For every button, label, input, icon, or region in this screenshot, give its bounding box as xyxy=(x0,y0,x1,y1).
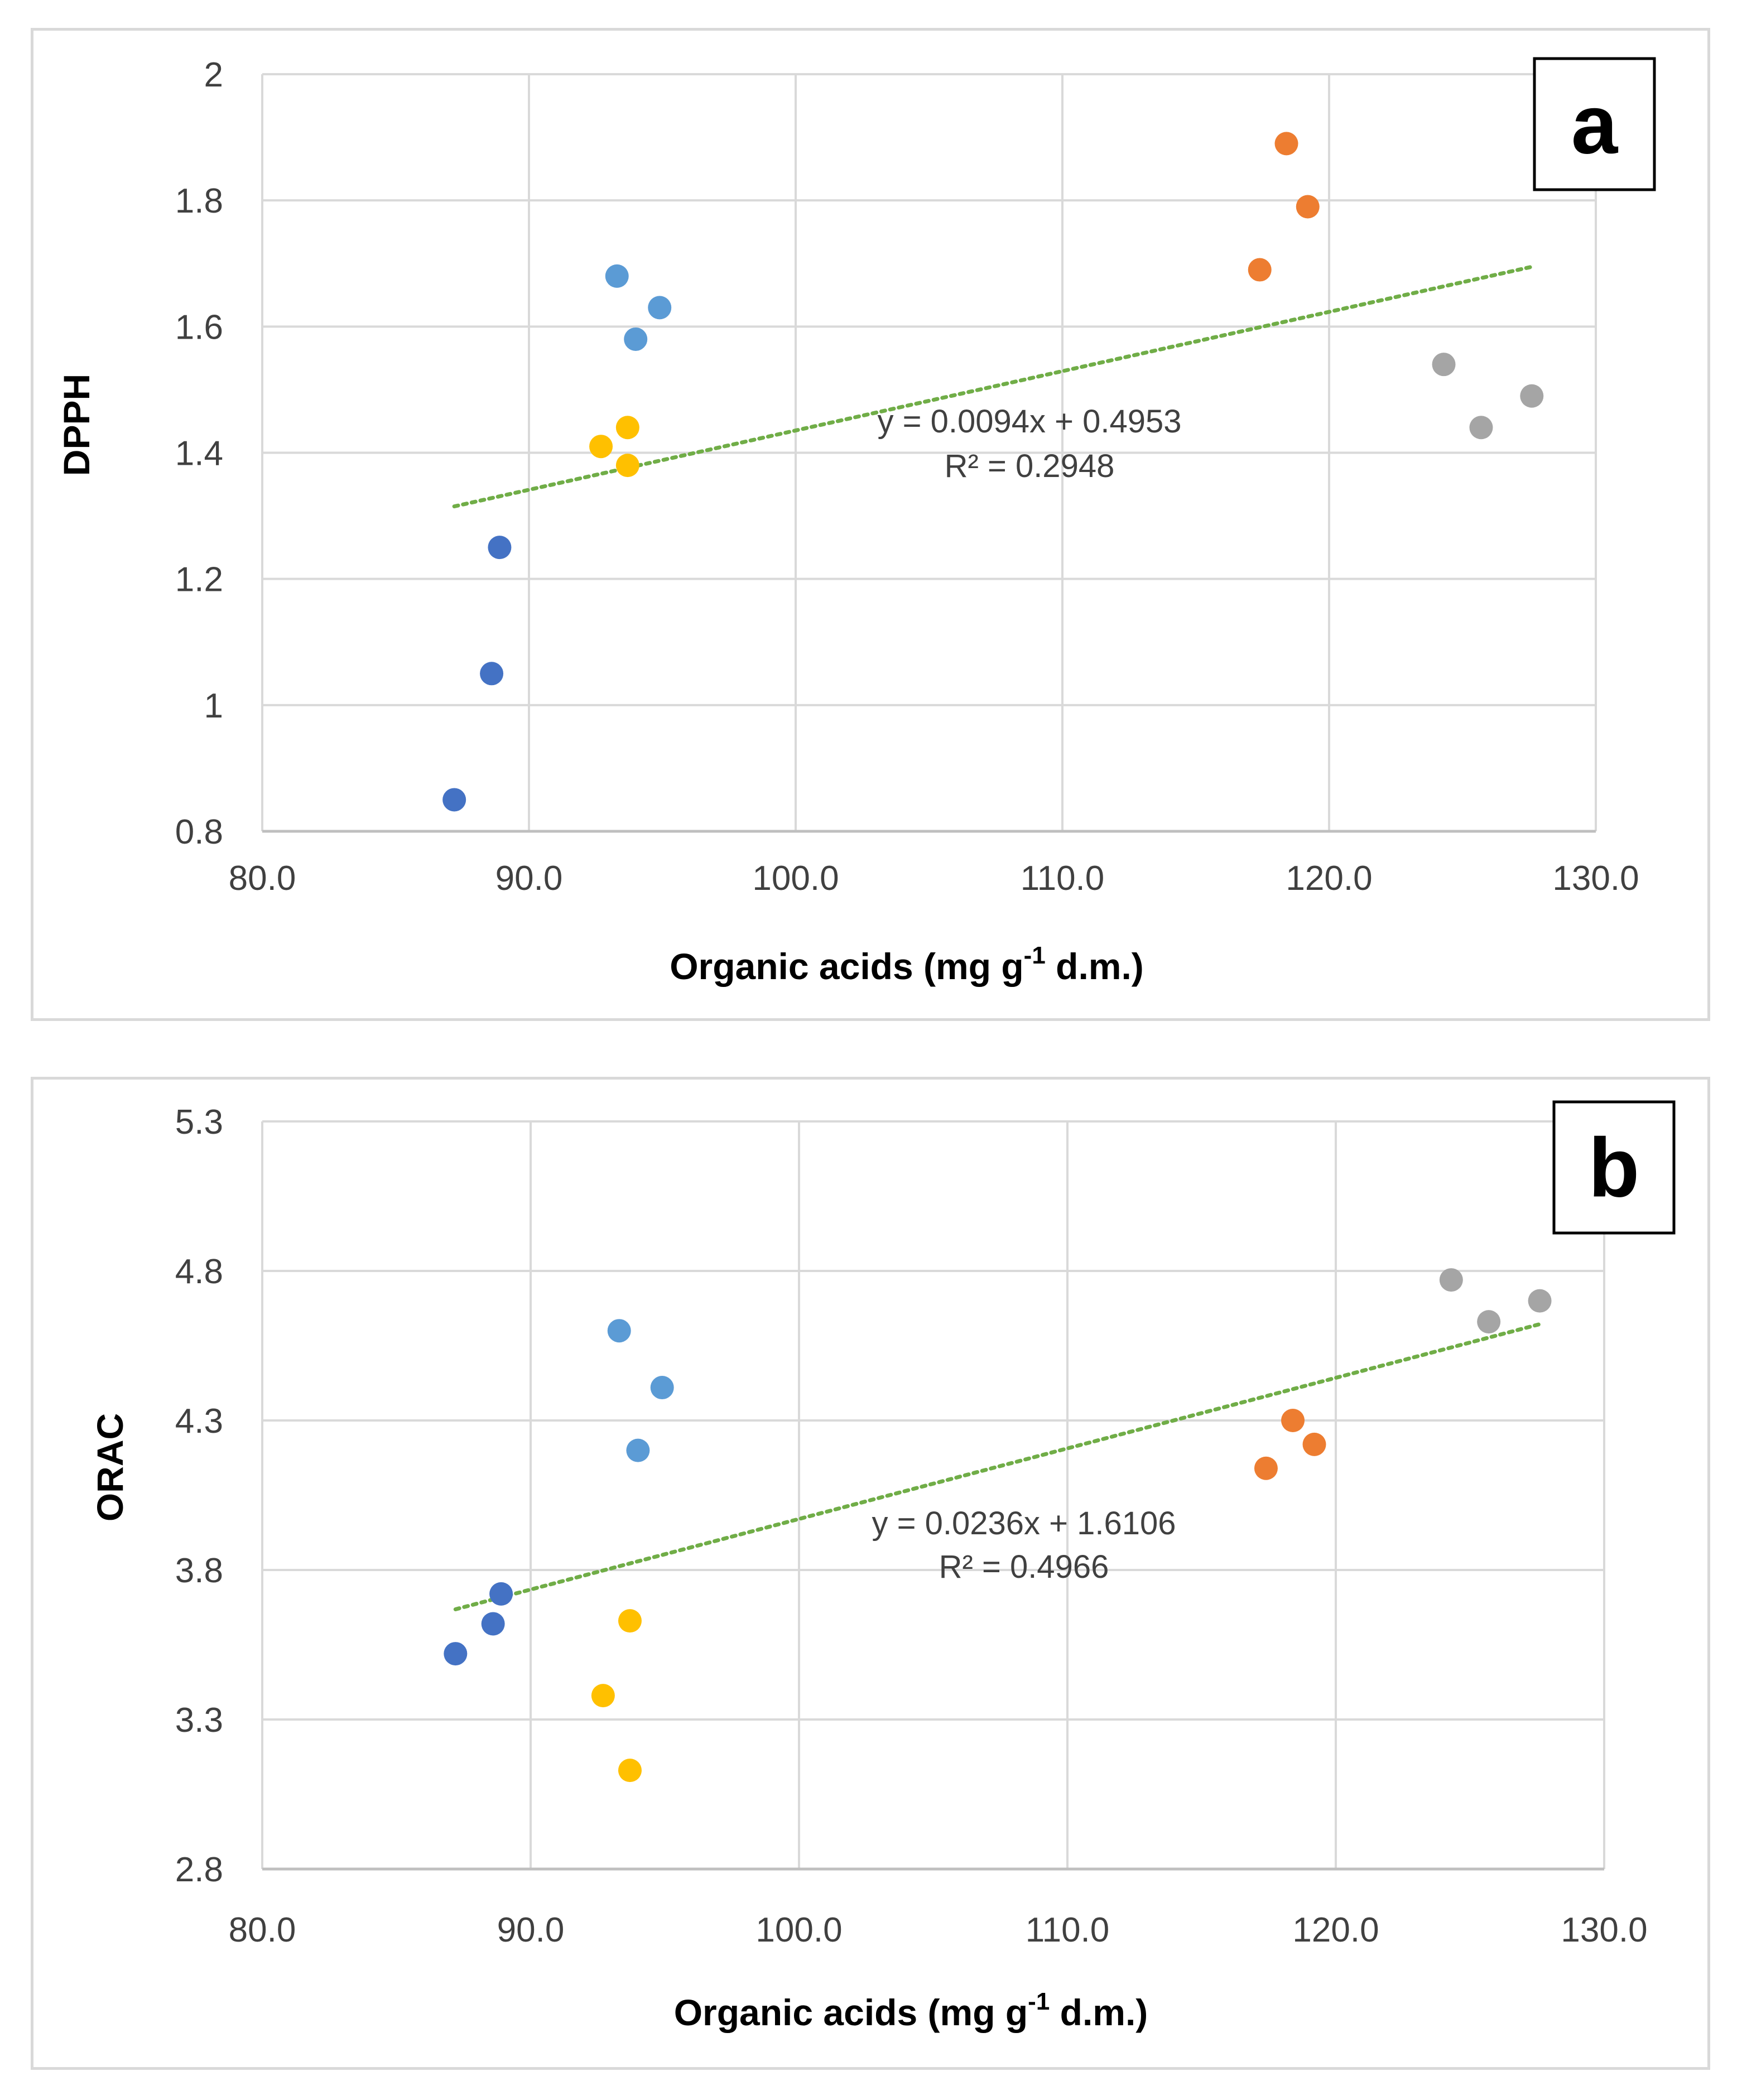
data-point-group-1 xyxy=(442,788,466,812)
data-point-group-2 xyxy=(624,327,648,351)
panel-letter-box xyxy=(1552,1100,1676,1235)
y-tick-label: 3.3 xyxy=(175,1701,223,1740)
x-axis-title-main: Organic acids (mg g xyxy=(674,1992,1028,2033)
y-tick-label: 5.3 xyxy=(175,1103,223,1141)
x-tick-label: 130.0 xyxy=(1561,1911,1647,1949)
y-tick-label: 2 xyxy=(204,56,223,94)
panel-letter: a xyxy=(1571,78,1619,171)
data-point-group-4 xyxy=(1281,1409,1305,1432)
r-squared-label: R² = 0.4966 xyxy=(939,1549,1109,1585)
chart-b-svg: 2.8 3.3 3.8 4.3 4.8 5.3 80.0 90.0 100.0 110.0 120.… xyxy=(89,1100,1676,2033)
data-point-group-2 xyxy=(607,1319,631,1343)
chart-a-svg: 0.8 1 1.2 1.4 1.6 1.8 2 80.0 90.0 100.0 110.0 120.0… xyxy=(56,56,1656,987)
data-point-group-4 xyxy=(1274,132,1298,156)
data-point-group-2 xyxy=(648,296,672,320)
data-point-group-5 xyxy=(1520,384,1544,408)
trendline-equation: y = 0.0236x + 1.6106 xyxy=(872,1505,1176,1542)
data-point-group-1 xyxy=(444,1642,468,1666)
y-tick-label: 1.8 xyxy=(175,182,223,220)
x-tick-label: 110.0 xyxy=(1026,1911,1110,1949)
x-axis-title-main: Organic acids (mg g xyxy=(670,946,1023,987)
data-point-group-1 xyxy=(488,536,512,560)
data-point-group-5 xyxy=(1469,416,1493,440)
data-point-group-4 xyxy=(1302,1432,1326,1456)
data-point-group-5 xyxy=(1432,353,1456,377)
data-point-group-2 xyxy=(650,1376,674,1400)
y-axis-title: DPPH xyxy=(56,374,97,476)
data-point-group-1 xyxy=(480,662,504,686)
trendline xyxy=(453,1322,1542,1611)
data-point-group-2 xyxy=(626,1438,650,1462)
x-tick-label: 90.0 xyxy=(497,1911,565,1949)
x-axis-title-sup: -1 xyxy=(1028,1988,1050,2015)
data-point-group-3 xyxy=(589,435,613,459)
data-point-group-4 xyxy=(1254,1456,1278,1480)
chart-panel-b: 2.8 3.3 3.8 4.3 4.8 5.3 80.0 90.0 100.0 110.0 120.… xyxy=(31,1077,1710,2070)
x-axis-title-suffix: d.m.) xyxy=(1050,1992,1148,2033)
data-point-group-4 xyxy=(1296,195,1320,219)
y-axis-title: ORAC xyxy=(89,1413,131,1521)
panel-letter: b xyxy=(1589,1121,1640,1215)
data-point-group-3 xyxy=(615,454,639,478)
y-tick-label: 1.6 xyxy=(175,308,223,346)
y-tick-label: 1 xyxy=(204,687,223,725)
x-tick-label: 130.0 xyxy=(1552,859,1639,898)
x-tick-label: 100.0 xyxy=(755,1911,842,1949)
x-tick-label: 80.0 xyxy=(229,1911,296,1949)
data-point-group-5 xyxy=(1528,1289,1552,1313)
data-point-group-2 xyxy=(605,264,629,288)
data-point-group-5 xyxy=(1439,1268,1463,1292)
x-tick-label: 110.0 xyxy=(1021,859,1105,898)
x-axis-title-sup: -1 xyxy=(1024,942,1046,969)
data-point-group-3 xyxy=(618,1759,642,1783)
data-point-group-3 xyxy=(618,1609,642,1633)
panel-letter-box xyxy=(1533,57,1656,191)
data-point-group-4 xyxy=(1248,258,1272,282)
y-tick-label: 3.8 xyxy=(175,1552,223,1590)
data-point-group-1 xyxy=(489,1582,513,1606)
chart-panel-a: 0.8 1 1.2 1.4 1.6 1.8 2 80.0 90.0 100.0 110.0 120.0… xyxy=(31,28,1710,1021)
x-axis-title: Organic acids (mg g-1 d.m.) xyxy=(674,1988,1148,2033)
data-point-group-1 xyxy=(481,1612,505,1636)
r-squared-label: R² = 0.2948 xyxy=(945,448,1115,484)
y-tick-label: 1.2 xyxy=(175,561,223,599)
x-tick-label: 80.0 xyxy=(229,859,296,898)
data-point-group-3 xyxy=(591,1684,615,1708)
x-tick-label: 100.0 xyxy=(752,859,839,898)
y-tick-label: 0.8 xyxy=(175,813,223,851)
y-tick-label: 4.8 xyxy=(175,1253,223,1291)
x-axis-title: Organic acids (mg g-1 d.m.) xyxy=(670,942,1144,987)
y-tick-label: 4.3 xyxy=(175,1402,223,1441)
x-tick-label: 120.0 xyxy=(1286,859,1372,898)
data-point-group-5 xyxy=(1477,1310,1501,1334)
y-tick-label: 2.8 xyxy=(175,1851,223,1889)
y-tick-label: 1.4 xyxy=(175,435,223,473)
trendline-equation: y = 0.0094x + 0.4953 xyxy=(878,403,1182,440)
x-axis-title-suffix: d.m.) xyxy=(1046,946,1144,987)
x-tick-label: 90.0 xyxy=(495,859,563,898)
x-tick-label: 120.0 xyxy=(1292,1911,1379,1949)
data-point-group-3 xyxy=(615,416,639,440)
